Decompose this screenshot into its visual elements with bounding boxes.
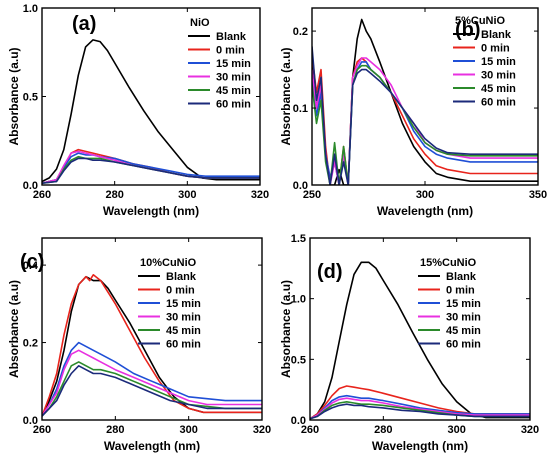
- legend-entry: 60 min: [481, 97, 516, 109]
- x-tick-label: 350: [529, 189, 547, 201]
- y-tick-label: 0.2: [23, 338, 38, 350]
- legend-entry: 45 min: [446, 325, 481, 337]
- y-axis-title: Absorbance (a.u): [279, 47, 293, 145]
- y-tick-label: 0.0: [23, 180, 38, 192]
- y-tick-label: 1.5: [291, 233, 306, 245]
- panel-b: 250 300 350 0.0 0.1 0.2 Wavelength (nm) Absorba…: [279, 7, 547, 218]
- series-line-blank: [312, 18, 538, 185]
- y-tick-label: 0.0: [293, 180, 308, 192]
- legend-entry: 45 min: [166, 325, 201, 337]
- plot-frame: [41, 237, 263, 421]
- legend-entry: 45 min: [216, 85, 251, 97]
- legend-entry: 15 min: [481, 56, 516, 68]
- legend-entry: 60 min: [216, 99, 251, 111]
- series-line-45-min: [312, 64, 538, 185]
- series-line-60-min: [42, 364, 262, 417]
- legend-entry: 60 min: [446, 339, 481, 351]
- series-line-0-min: [42, 273, 262, 417]
- series-line-15-min: [42, 152, 260, 184]
- legend-entry: 30 min: [166, 312, 201, 324]
- x-axis-title: Wavelength (nm): [377, 204, 473, 218]
- legend-entry: 15 min: [166, 298, 201, 310]
- legend-entry: 0 min: [481, 43, 510, 55]
- legend-entry: Blank: [446, 271, 477, 283]
- legend-entry: 30 min: [446, 312, 481, 324]
- series-line-15-min: [310, 394, 530, 420]
- y-tick-label: 0.5: [291, 354, 306, 366]
- legend-entry: Blank: [481, 29, 512, 41]
- series-line-blank: [42, 39, 260, 183]
- legend-entry: 0 min: [446, 285, 475, 297]
- series-group: [312, 18, 538, 185]
- x-axis-title: Wavelength (nm): [103, 204, 199, 218]
- x-tick-label: 300: [179, 424, 197, 436]
- panel-label: (d): [317, 261, 343, 283]
- legend-entry: Blank: [216, 31, 247, 43]
- x-axis-title: Wavelength (nm): [372, 439, 468, 453]
- panel-d: 260 280 300 320 0.0 0.5 1.0 1.5 Wavelength (nm) A…: [279, 233, 539, 453]
- legend-entry: 45 min: [481, 83, 516, 95]
- x-axis-title: Wavelength (nm): [104, 439, 200, 453]
- panel-label: (a): [72, 13, 96, 35]
- y-tick-label: 1.0: [291, 294, 306, 306]
- x-tick-label: 320: [521, 424, 539, 436]
- y-tick-label: 0.4: [23, 260, 39, 272]
- y-axis-title: Absorbance (a.u): [7, 47, 21, 145]
- panel-label: (c): [20, 251, 44, 273]
- series-line-blank: [310, 261, 530, 420]
- y-tick-label: 0.0: [23, 415, 38, 427]
- x-tick-label: 300: [416, 189, 434, 201]
- series-line-60-min: [42, 157, 260, 184]
- y-tick-label: 0.5: [23, 92, 38, 104]
- x-tick-label: 260: [301, 424, 319, 436]
- series-line-15-min: [42, 341, 262, 417]
- x-tick-label: 260: [33, 189, 51, 201]
- x-tick-label: 280: [374, 424, 392, 436]
- legend-entry: 15 min: [446, 298, 481, 310]
- legend-entry: 30 min: [481, 70, 516, 82]
- legend-entry: 30 min: [216, 72, 251, 84]
- x-tick-label: 300: [178, 189, 196, 201]
- legend-entry: 60 min: [166, 339, 201, 351]
- y-tick-label: 0.1: [293, 103, 308, 115]
- series-line-30-min: [310, 397, 530, 420]
- y-tick-label: 0.2: [293, 26, 308, 38]
- legend-entry: 0 min: [166, 285, 195, 297]
- x-tick-label: 320: [251, 189, 269, 201]
- y-axis-title: Absorbance (a.u): [279, 280, 293, 378]
- series-group: [310, 261, 530, 420]
- series-line-60-min: [310, 403, 530, 420]
- x-tick-label: 260: [33, 424, 51, 436]
- panel-c: 260 280 300 320 0.0 0.2 0.4 Wavelength (nm) Abso…: [7, 237, 271, 453]
- legend-title: 15%CuNiO: [420, 257, 477, 269]
- x-tick-label: 280: [106, 424, 124, 436]
- plot-frame: [309, 237, 531, 421]
- panel-label: (b): [455, 19, 481, 41]
- y-axis-title: Absorbance (a.u): [7, 280, 21, 378]
- series-line-60-min: [312, 46, 538, 185]
- legend-title: 10%CuNiO: [140, 257, 197, 269]
- legend-entry: Blank: [166, 271, 197, 283]
- series-group: [42, 273, 262, 417]
- series-line-15-min: [312, 61, 538, 185]
- x-tick-label: 250: [303, 189, 321, 201]
- legend-entry: 15 min: [216, 58, 251, 70]
- x-tick-label: 320: [253, 424, 271, 436]
- panel-a: 260 280 300 320 0.0 0.5 1.0 Wavelength (nm) Abso…: [7, 3, 269, 218]
- series-line-30-min: [42, 349, 262, 417]
- legend-entry: 0 min: [216, 45, 245, 57]
- legend-title: 5%CuNiO: [455, 15, 506, 27]
- x-tick-label: 280: [105, 189, 123, 201]
- y-tick-label: 1.0: [23, 3, 38, 15]
- legend-title: NiO: [190, 17, 210, 29]
- series-group: [42, 39, 260, 184]
- x-tick-label: 300: [447, 424, 465, 436]
- y-tick-label: 0.0: [291, 415, 306, 427]
